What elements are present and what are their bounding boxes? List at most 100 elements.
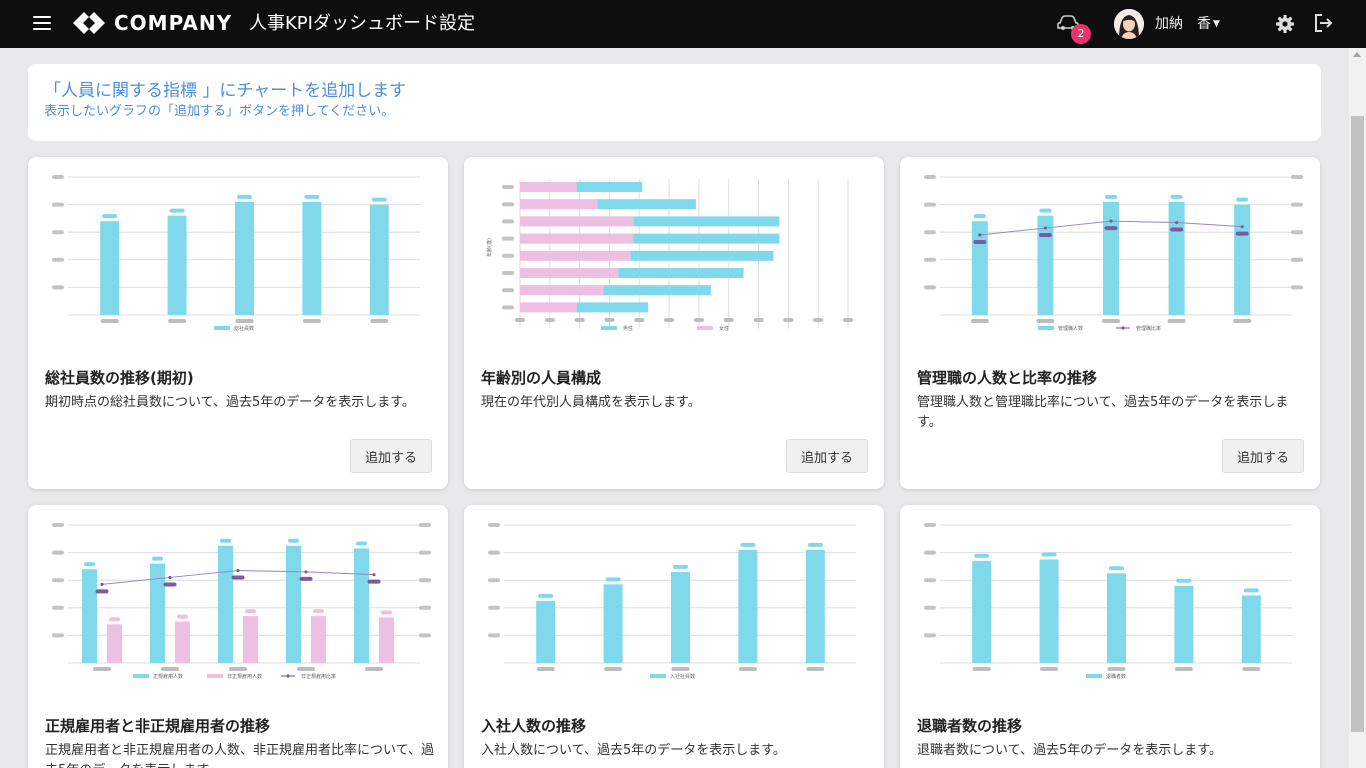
chart-managers: 管理職人数 管理職比率 [924, 175, 1303, 332]
x-tick-label [1242, 667, 1261, 671]
y-tick-label [52, 578, 64, 583]
bar-data-label [313, 609, 324, 614]
x-tick-label [806, 667, 825, 671]
add-button[interactable]: 追加する [1222, 439, 1304, 473]
gear-icon[interactable] [1275, 14, 1295, 34]
bar [520, 250, 631, 261]
legend-swatch [697, 326, 713, 330]
x-tick-label [229, 667, 247, 671]
caret-down-icon: ▼ [1213, 19, 1220, 29]
chart-total-employees: 総社員数 [52, 175, 420, 332]
card-title: 年齢別の人員構成 [481, 369, 602, 387]
y-tick-label [52, 605, 64, 610]
bar-data-label [356, 541, 367, 546]
y-tick-label [924, 605, 936, 610]
bar-data-label [1236, 197, 1249, 202]
banner-subtitle: 表示したいグラフの「追加する」ボタンを押してください。 [44, 104, 395, 119]
y2-tick-label [419, 550, 431, 555]
bar [633, 233, 780, 244]
chart-employment-type: 正規雇用人数 非正規雇用人数 非正規雇用比率 [52, 523, 431, 680]
x-tick-label [544, 318, 555, 322]
bar-data-label [1170, 194, 1183, 199]
menu-icon[interactable] [33, 16, 51, 30]
line-data-label [1235, 231, 1249, 236]
page-scrollbar[interactable] [1349, 48, 1366, 768]
x-tick-label [723, 318, 734, 322]
card-description: 期初時点の総社員数について、過去5年のデータを表示します。 [45, 395, 415, 410]
scroll-up-arrow-icon[interactable] [1353, 52, 1361, 57]
bar [618, 268, 744, 278]
x-tick-label [843, 318, 853, 322]
chart-card-total-employees: 総社員数 総社員数の推移(期初) 期初時点の総社員数について、過去5年のデータを… [28, 157, 448, 489]
bar-data-label [1176, 578, 1192, 583]
notification-badge[interactable]: 2 [1071, 24, 1091, 44]
bar [520, 285, 604, 296]
line-point [978, 233, 982, 237]
y-tick-label [502, 202, 514, 207]
y-tick-label [502, 219, 514, 224]
card-title: 総社員数の推移(期初) [45, 369, 194, 387]
legend-swatch-point [286, 674, 290, 678]
line-data-label [163, 582, 177, 587]
line-point [372, 573, 376, 577]
legend-swatch-point [1121, 326, 1125, 330]
avatar[interactable] [1114, 9, 1144, 39]
y-tick-label [924, 175, 936, 179]
logout-icon[interactable] [1313, 13, 1333, 33]
bar [576, 302, 649, 313]
x-tick-label [168, 319, 187, 323]
card-title: 管理職の人数と比率の推移 [917, 369, 1098, 387]
bar [520, 216, 634, 227]
bar [576, 182, 643, 192]
x-tick-label [161, 667, 179, 671]
x-tick-label [297, 667, 315, 671]
y2-tick-label [1291, 202, 1303, 207]
x-tick-label [370, 319, 389, 323]
bar [971, 221, 988, 315]
x-tick-label [302, 319, 321, 323]
bar [603, 285, 711, 296]
bar-data-label [169, 208, 185, 213]
y-tick-label [924, 523, 936, 527]
x-tick-label [671, 667, 690, 671]
y-tick-label [52, 230, 64, 235]
add-button[interactable]: 追加する [786, 439, 868, 473]
bar [671, 571, 690, 663]
x-tick-label [693, 318, 704, 322]
bar [311, 616, 326, 663]
chart-age-composition: 年齢(歳) 男性 女性 [486, 179, 853, 332]
x-tick-label [753, 318, 764, 322]
x-tick-label [235, 319, 254, 323]
y-tick-label [52, 175, 64, 179]
bar-data-label [538, 593, 554, 598]
legend-label: 正規雇用人数 [153, 673, 183, 680]
add-button[interactable]: 追加する [350, 439, 432, 473]
y-tick-label [488, 578, 500, 583]
y-tick-label [502, 288, 514, 293]
y-tick-label [52, 550, 64, 555]
card-description: 管理職人数と管理職比率について、過去5年のデータを表示します。 [917, 395, 1289, 430]
bar [603, 584, 623, 663]
y-tick-label [488, 605, 500, 610]
legend-label: 男性 [623, 325, 633, 332]
company-logo[interactable]: COMPANY [72, 10, 232, 36]
x-tick-label [813, 318, 824, 322]
legend-label: 退職者数 [1106, 673, 1126, 680]
x-tick-label [574, 318, 585, 322]
bar [738, 549, 758, 663]
bar-data-label [245, 609, 256, 614]
bar [520, 233, 634, 244]
bar-data-label [1041, 552, 1057, 557]
bar [235, 201, 254, 315]
bar-data-label [381, 610, 392, 615]
y-tick-label [502, 253, 514, 258]
bar [369, 204, 389, 315]
bar-data-label [605, 577, 621, 582]
legend-label: 女性 [719, 325, 729, 332]
user-menu[interactable]: 加納 香 ▼ [1155, 14, 1220, 34]
bar-data-label [220, 538, 231, 543]
bar [150, 563, 165, 663]
bar-data-label [102, 214, 118, 219]
scroll-thumb[interactable] [1351, 116, 1364, 732]
line-point [236, 568, 240, 573]
